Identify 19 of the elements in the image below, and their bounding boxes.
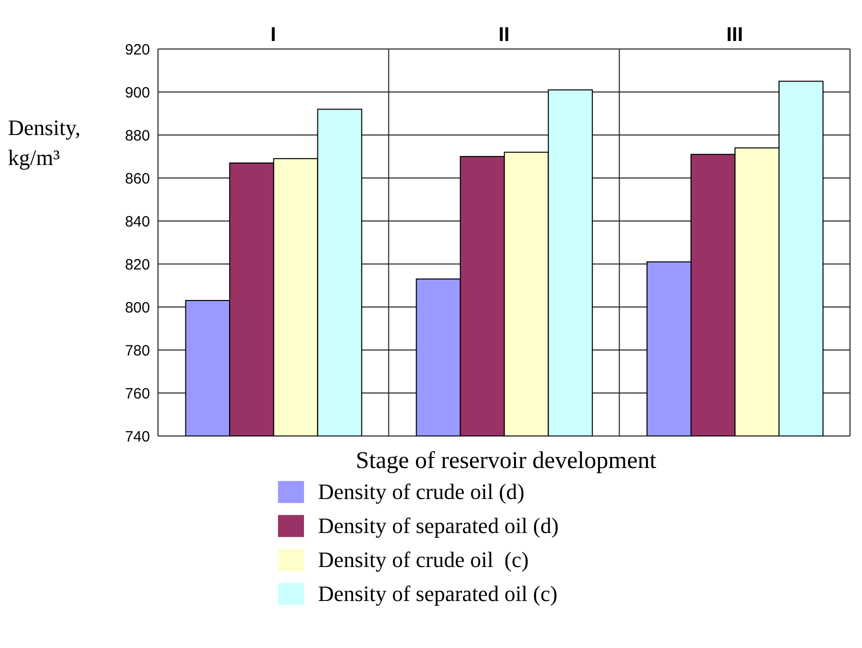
x-tick-label: II [498, 24, 510, 46]
y-tick-label: 860 [124, 170, 150, 188]
y-tick-label: 760 [124, 385, 150, 402]
y-tick-label: 920 [124, 41, 150, 58]
y-tick-label: 880 [124, 127, 150, 144]
y-tick-label: 800 [124, 299, 150, 316]
x-axis-title: Stage of reservoir development [354, 448, 658, 475]
legend-label: Density of crude oil (d) [318, 479, 524, 505]
y-tick-label: 820 [124, 256, 150, 274]
legend-label: Density of separated oil (c) [318, 581, 558, 607]
x-tick-label: I [270, 24, 276, 46]
y-tick-label: 780 [124, 342, 150, 360]
y-tick-label: 740 [124, 428, 150, 446]
y-tick-label: 840 [124, 213, 150, 230]
y-axis-title: Density, kg/m³ [8, 114, 82, 172]
x-tick-label: III [726, 24, 744, 46]
legend-label: Density of crude oil (c) [318, 547, 529, 573]
legend-label: Density of separated oil (d) [318, 513, 559, 539]
y-tick-label: 900 [124, 84, 150, 102]
